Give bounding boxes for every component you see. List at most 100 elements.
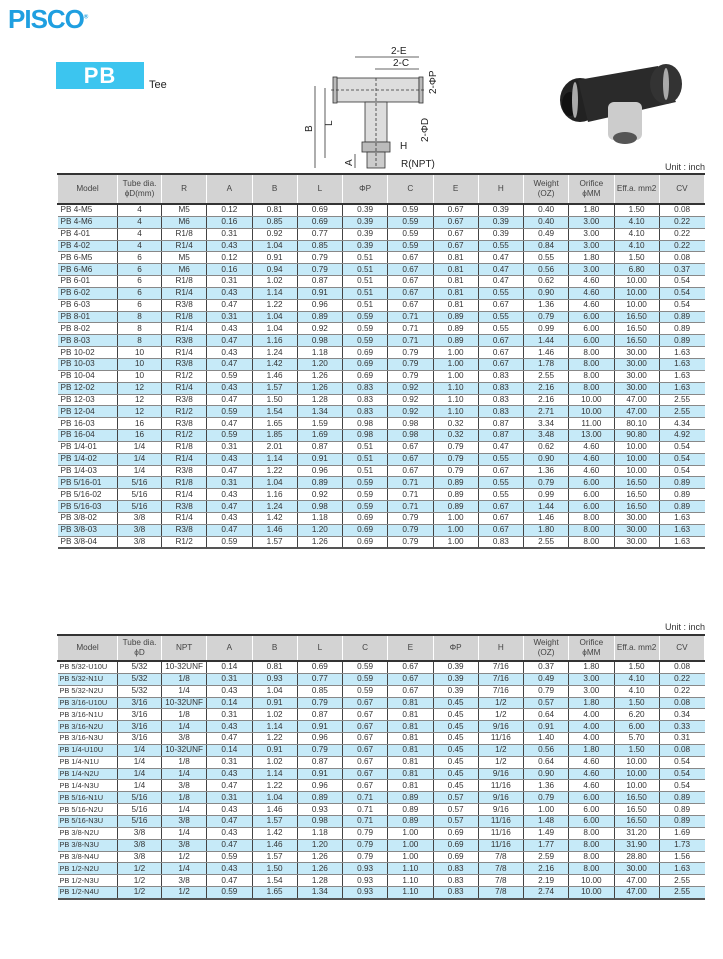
label-2p: 2-ΦP xyxy=(428,70,439,94)
value-cell: 0.67 xyxy=(387,441,433,454)
value-cell: 0.47 xyxy=(206,334,252,348)
value-cell: M5 xyxy=(160,204,207,217)
value-cell: 0.47 xyxy=(206,815,252,828)
value-cell: 4.00 xyxy=(568,708,614,722)
value-cell: 0.45 xyxy=(432,732,479,745)
value-cell: 0.16 xyxy=(206,263,252,277)
value-cell: 0.47 xyxy=(206,394,252,407)
value-cell: 1.34 xyxy=(296,886,343,900)
value-cell: 0.54 xyxy=(658,299,705,312)
value-cell: 0.89 xyxy=(296,476,343,490)
value-cell: 0.16 xyxy=(206,216,252,229)
value-cell: 0.54 xyxy=(658,768,705,781)
value-cell: 6 xyxy=(117,299,162,312)
value-cell: 0.87 xyxy=(296,708,343,722)
value-cell: 0.98 xyxy=(341,417,388,431)
value-cell: 0.71 xyxy=(387,476,433,490)
value-cell: 1.42 xyxy=(251,358,298,371)
table-row: PB 3/8-N3U 3/8 3/8 0.47 1.46 1.20 0.79 1.00 0.69… xyxy=(57,839,705,852)
value-cell: 6 xyxy=(117,251,162,265)
value-cell: 1/4 xyxy=(117,768,162,781)
value-cell: 0.47 xyxy=(206,500,252,513)
value-cell: 1.18 xyxy=(296,512,343,525)
value-cell: 0.89 xyxy=(658,815,705,828)
value-cell: 0.79 xyxy=(432,465,479,478)
value-cell: 0.59 xyxy=(341,500,388,513)
value-cell: 0.79 xyxy=(387,370,433,383)
unit-label-1: Unit : inch xyxy=(664,162,705,172)
value-cell: 0.79 xyxy=(387,346,433,359)
value-cell: 0.54 xyxy=(658,287,705,300)
model-cell: PB 4-M5 xyxy=(57,204,118,217)
value-cell: 1/4 xyxy=(160,720,207,734)
value-cell: 2.01 xyxy=(251,441,298,454)
value-cell: 0.47 xyxy=(206,732,252,745)
value-cell: 0.89 xyxy=(432,476,479,490)
value-cell: 4 xyxy=(117,216,162,229)
value-cell: 0.12 xyxy=(206,204,252,217)
value-cell: 1.59 xyxy=(296,417,343,431)
value-cell: 16.50 xyxy=(613,500,660,513)
value-cell: 1.10 xyxy=(432,405,479,419)
value-cell: 4 xyxy=(117,204,162,217)
value-cell: 0.59 xyxy=(341,322,388,336)
value-cell: 0.51 xyxy=(341,453,388,466)
value-cell: 0.59 xyxy=(206,370,252,383)
value-cell: 3/8 xyxy=(117,524,162,537)
value-cell: 1.57 xyxy=(251,382,298,395)
value-cell: R3/8 xyxy=(160,500,207,513)
value-cell: 0.67 xyxy=(477,334,524,348)
value-cell: 0.98 xyxy=(296,500,343,513)
value-cell: 1.65 xyxy=(251,417,298,431)
value-cell: 0.89 xyxy=(432,322,479,336)
value-cell: 1.16 xyxy=(251,334,298,348)
value-cell: 0.43 xyxy=(206,346,252,359)
value-cell: 0.90 xyxy=(522,453,569,466)
value-cell: 1.10 xyxy=(432,394,479,407)
value-cell: 5/16 xyxy=(117,803,162,816)
value-cell: 0.81 xyxy=(432,275,479,288)
value-cell: 11/16 xyxy=(477,779,524,793)
label-2d: 2-ΦD xyxy=(420,118,431,142)
value-cell: 13.00 xyxy=(568,429,614,442)
value-cell: R1/8 xyxy=(160,311,207,324)
column-header: A xyxy=(206,173,253,205)
value-cell: 0.89 xyxy=(296,311,343,324)
value-cell: 0.67 xyxy=(432,240,479,253)
value-cell: 30.00 xyxy=(613,382,660,395)
value-cell: 0.39 xyxy=(341,228,388,241)
value-cell: M6 xyxy=(160,216,207,229)
value-cell: 0.31 xyxy=(206,756,252,769)
value-cell: 1.24 xyxy=(251,500,298,513)
value-cell: 0.45 xyxy=(432,697,479,710)
value-cell: 4.60 xyxy=(568,441,614,454)
value-cell: 0.83 xyxy=(341,394,388,407)
value-cell: 1.00 xyxy=(432,358,479,371)
value-cell: 0.90 xyxy=(522,287,569,300)
model-cell: PB 3/8-N3U xyxy=(57,839,118,852)
label-r: R(NPT) xyxy=(401,159,435,170)
model-cell: PB 1/4-01 xyxy=(57,441,118,454)
value-cell: 0.91 xyxy=(522,720,569,734)
value-cell: 0.39 xyxy=(432,661,479,674)
value-cell: 0.79 xyxy=(522,311,569,324)
value-cell: 0.92 xyxy=(296,322,343,336)
value-cell: 0.85 xyxy=(296,685,343,698)
value-cell: 0.59 xyxy=(341,476,388,490)
value-cell: 1.69 xyxy=(658,827,705,840)
value-cell: 16.50 xyxy=(613,488,660,502)
value-cell: 0.32 xyxy=(432,417,479,431)
value-cell: 0.89 xyxy=(658,322,705,336)
value-cell: 0.49 xyxy=(522,228,569,241)
label-l: L xyxy=(324,120,335,126)
value-cell: 0.81 xyxy=(387,732,433,745)
value-cell: R1/8 xyxy=(160,476,207,490)
value-cell: 6.00 xyxy=(568,803,614,816)
value-cell: 9/16 xyxy=(477,720,524,734)
value-cell: 1.24 xyxy=(251,346,298,359)
table-row: PB 10-03 10 R3/8 0.47 1.42 1.20 0.69 0.79 1.00 0.… xyxy=(57,358,705,371)
table-row: PB 5/16-02 5/16 R1/4 0.43 1.16 0.92 0.59 0.71 0.… xyxy=(57,488,705,502)
value-cell: 0.56 xyxy=(522,744,569,757)
model-cell: PB 5/16-N1U xyxy=(57,791,118,805)
value-cell: 16.50 xyxy=(613,322,660,336)
